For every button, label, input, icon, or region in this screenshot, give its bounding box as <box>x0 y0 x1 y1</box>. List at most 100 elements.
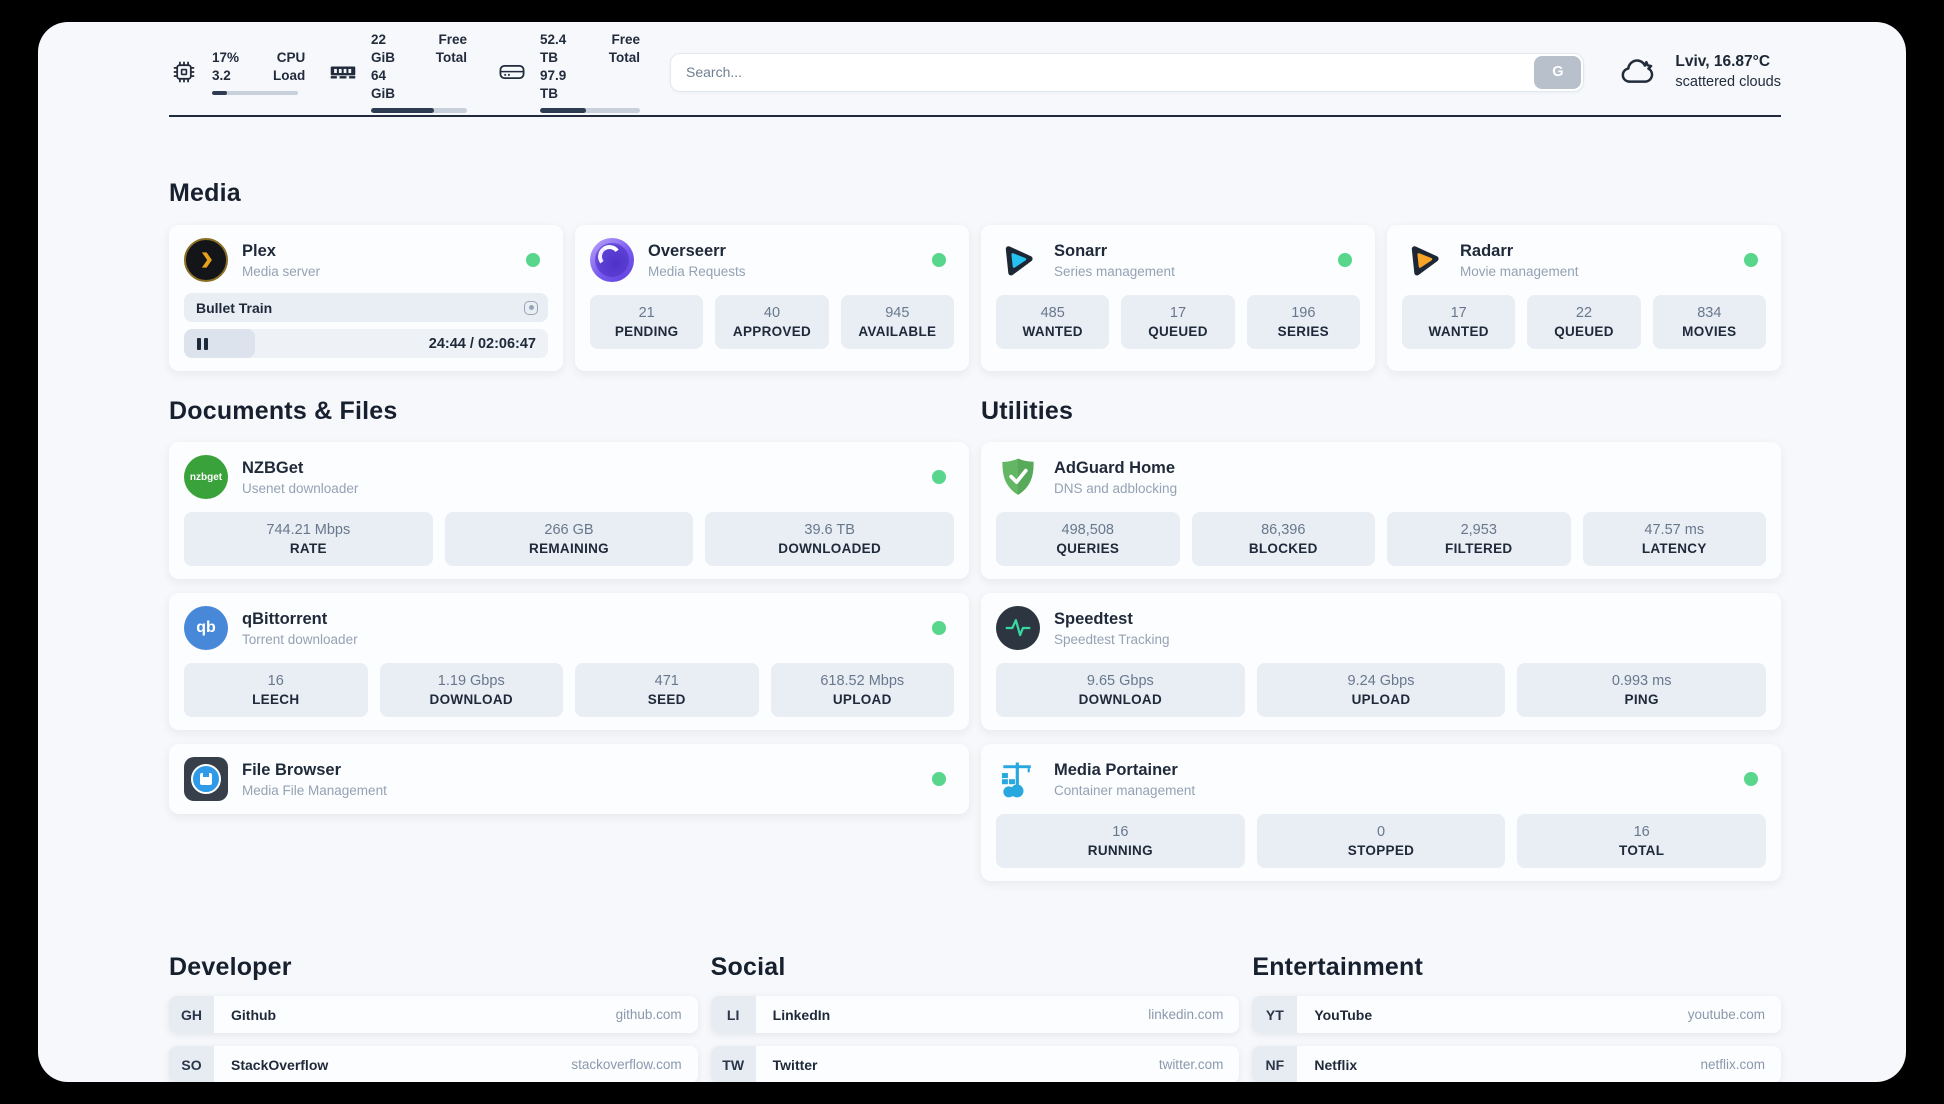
stat-value: 16 <box>1633 824 1650 840</box>
app-card-sonarr[interactable]: Sonarr Series management 485 WANTED 17 QUE… <box>981 225 1375 371</box>
weather-widget: Lviv, 16.87°C scattered clouds <box>1616 51 1781 93</box>
app-card-filebrowser[interactable]: File Browser Media File Management <box>169 744 969 814</box>
app-card-qbittorrent[interactable]: qb qBittorrent Torrent downloader 16 LEEC… <box>169 593 969 730</box>
app-card-overseerr[interactable]: Overseerr Media Requests 21 PENDING 40 APP… <box>575 225 969 371</box>
app-title: qBittorrent <box>242 609 328 628</box>
stat-label: WANTED <box>1428 324 1489 339</box>
bookmark-row-linkedin[interactable]: LI LinkedIn linkedin.com <box>710 996 1240 1033</box>
bookmark-row-stackoverflow[interactable]: SO StackOverflow stackoverflow.com <box>169 1046 698 1082</box>
stat-box: 471 SEED <box>575 663 759 717</box>
bookmark-abbr: NF <box>1252 1046 1298 1082</box>
cloud-icon <box>1622 59 1654 83</box>
bookmark-row-netflix[interactable]: NF Netflix netflix.com <box>1252 1046 1781 1082</box>
stat-label: WANTED <box>1022 324 1083 339</box>
app-subtitle: Speedtest Tracking <box>1054 631 1170 647</box>
stat-box: 744.21 Mbps RATE <box>184 512 433 566</box>
bookmark-url: stackoverflow.com <box>571 1057 682 1072</box>
stat-value: 744.21 Mbps <box>266 522 351 538</box>
app-card-nzbget[interactable]: nzbget NZBGet Usenet downloader 744.21 M… <box>169 442 969 579</box>
bookmark-name: StackOverflow <box>231 1056 329 1073</box>
app-subtitle: Media server <box>242 263 321 279</box>
status-dot <box>932 253 946 267</box>
dashboard-page: 17% 3.2 CPU Load <box>38 22 1906 1082</box>
search-engine-button[interactable]: G <box>1534 55 1582 89</box>
stat-value: 0 <box>1376 824 1386 840</box>
stat-value: 16 <box>1112 824 1129 840</box>
stat-value: 16 <box>267 673 284 689</box>
status-dot <box>1338 253 1352 267</box>
cpu-load-value: 3.2 <box>212 67 231 83</box>
bookmark-url: youtube.com <box>1687 1007 1765 1022</box>
app-title: Radarr <box>1460 241 1514 260</box>
search-bar: G <box>670 52 1585 92</box>
ram-progress-fill <box>371 108 435 113</box>
stat-box: 1.19 Gbps DOWNLOAD <box>379 663 563 717</box>
hard-drive-icon <box>499 64 525 80</box>
app-title: AdGuard Home <box>1054 458 1176 477</box>
cpu-usage-value: 17% <box>212 49 240 65</box>
pause-button[interactable] <box>197 337 208 350</box>
stat-box: 0.993 ms PING <box>1517 663 1766 717</box>
ram-free-value: 22 GiB <box>371 32 396 65</box>
stat-value: 1.19 Gbps <box>437 673 505 689</box>
bookmark-name: Twitter <box>772 1056 818 1073</box>
stat-box: 17 WANTED <box>1402 295 1516 349</box>
stat-value: 471 <box>654 673 679 689</box>
stat-box: 16 LEECH <box>184 663 368 717</box>
overseerr-icon <box>590 238 634 282</box>
stat-box: 498,508 QUERIES <box>996 512 1180 566</box>
now-playing-bar: Bullet Train <box>184 293 548 322</box>
expand-icon[interactable] <box>524 300 538 315</box>
stat-label: AVAILABLE <box>858 324 937 339</box>
stat-value: 196 <box>1291 305 1316 321</box>
qbittorrent-icon-text: qb <box>196 619 216 636</box>
section-title-entertainment: Entertainment <box>1252 953 1424 981</box>
playback-time: 24:44 / 02:06:47 <box>428 335 536 352</box>
cpu-progress-fill <box>212 90 227 96</box>
app-title: NZBGet <box>242 458 304 477</box>
sonarr-icon <box>996 238 1040 282</box>
disk-progress-fill <box>540 108 586 113</box>
bookmark-name: Github <box>231 1006 277 1023</box>
bookmark-row-youtube[interactable]: YT YouTube youtube.com <box>1252 996 1781 1033</box>
app-card-radarr[interactable]: Radarr Movie management 17 WANTED 22 QUEUE… <box>1387 225 1781 371</box>
stat-box: 266 GB REMAINING <box>444 512 694 566</box>
search-input[interactable] <box>670 52 1585 92</box>
stat-value: 21 <box>638 305 655 321</box>
cpu-progress-bar <box>212 90 298 96</box>
stat-value: 0.993 ms <box>1611 673 1672 689</box>
app-card-portainer[interactable]: Media Portainer Container management 16 R… <box>981 744 1781 881</box>
cpu-label: CPU <box>276 49 306 65</box>
app-subtitle: DNS and adblocking <box>1054 480 1178 496</box>
app-card-plex[interactable]: Plex Media server Bullet Train 24:44 / 0… <box>169 225 563 371</box>
playback-bar: 24:44 / 02:06:47 <box>184 329 548 358</box>
stat-value: 40 <box>763 305 781 321</box>
app-title: Speedtest <box>1054 609 1133 628</box>
stat-value: 2,953 <box>1460 522 1497 538</box>
cpu-widget: 17% 3.2 CPU Load <box>169 49 305 96</box>
status-dot <box>1744 253 1758 267</box>
app-card-speedtest[interactable]: Speedtest Speedtest Tracking 9.65 Gbps DO… <box>981 593 1781 730</box>
app-title: Plex <box>242 241 276 260</box>
stat-box: 22 QUEUED <box>1527 295 1641 349</box>
nzbget-icon: nzbget <box>184 455 228 499</box>
bookmark-row-twitter[interactable]: TW Twitter twitter.com <box>710 1046 1240 1082</box>
speedtest-icon <box>996 606 1040 650</box>
bookmark-url: github.com <box>615 1007 682 1022</box>
stat-label: TOTAL <box>1619 843 1665 858</box>
stat-box: 16 TOTAL <box>1517 814 1766 868</box>
stat-box: 86,396 BLOCKED <box>1191 512 1375 566</box>
storage-widget: 52.4 TB 97.9 TB Free Total <box>497 31 640 113</box>
bookmark-name: YouTube <box>1314 1006 1373 1023</box>
stat-label: UPLOAD <box>832 692 892 707</box>
bookmark-row-github[interactable]: GH Github github.com <box>169 996 698 1033</box>
app-title: Sonarr <box>1054 241 1108 260</box>
stat-box: 196 SERIES <box>1246 295 1360 349</box>
stat-box: 618.52 Mbps UPLOAD <box>770 663 954 717</box>
bookmark-abbr: SO <box>169 1046 214 1082</box>
stat-box: 47.57 ms LATENCY <box>1582 512 1766 566</box>
stat-label: DOWNLOAD <box>1078 692 1163 707</box>
ram-free-label: Free <box>438 32 467 48</box>
app-card-adguard[interactable]: AdGuard Home DNS and adblocking 498,508 Q… <box>981 442 1781 579</box>
app-subtitle: Media Requests <box>648 263 746 279</box>
